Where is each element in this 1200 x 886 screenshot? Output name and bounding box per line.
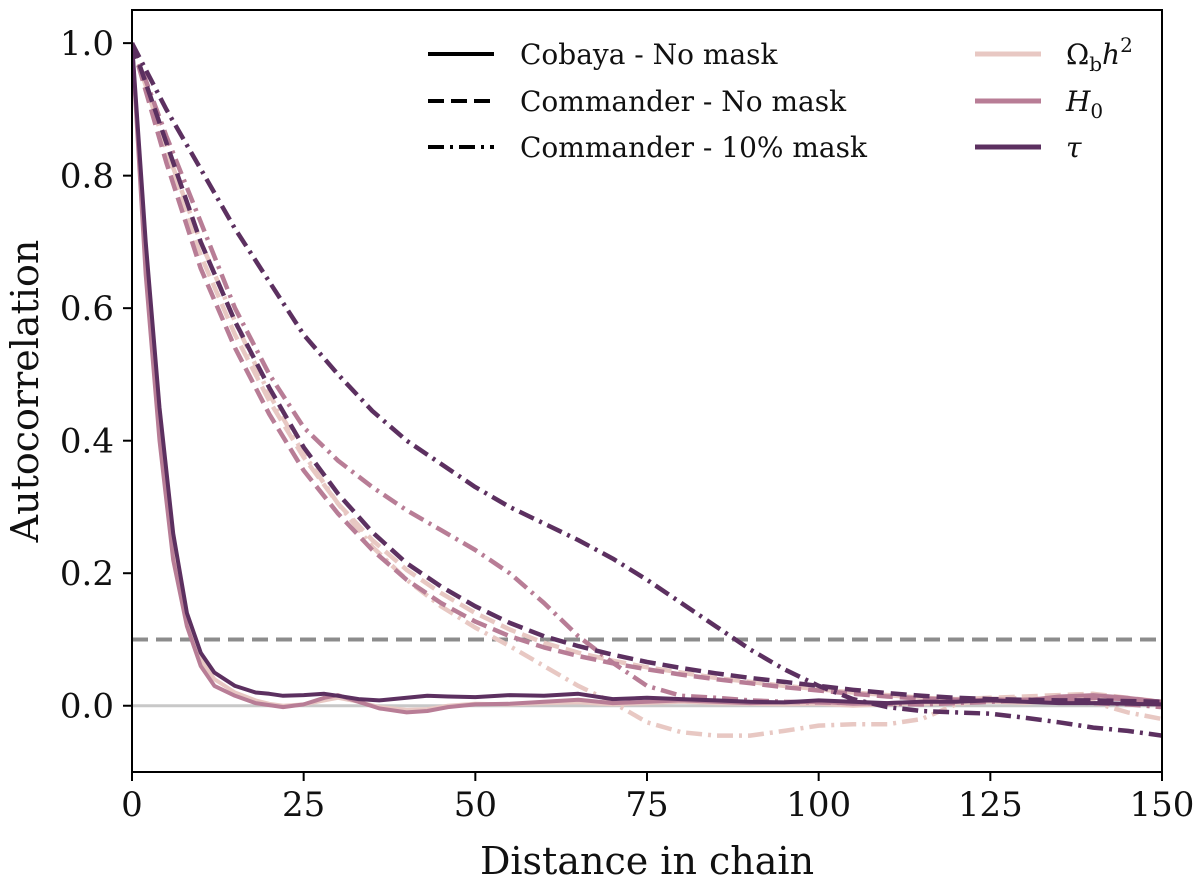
x-tick-label: 150 bbox=[1130, 785, 1195, 825]
x-tick-label: 0 bbox=[121, 785, 143, 825]
y-tick-label: 0.4 bbox=[60, 422, 114, 462]
x-tick-label: 75 bbox=[625, 785, 668, 825]
omega-sub: b bbox=[1089, 52, 1102, 76]
omega-sup: 2 bbox=[1120, 33, 1133, 57]
x-tick-label: 100 bbox=[786, 785, 851, 825]
h0-sub: 0 bbox=[1090, 99, 1103, 123]
legend-label-commander-mask: Commander - 10% mask bbox=[520, 131, 868, 164]
h0-base: H bbox=[1065, 85, 1091, 118]
x-tick-label: 125 bbox=[958, 785, 1023, 825]
legend-label-omega: Ωbh2 bbox=[1066, 33, 1133, 76]
series-line-tau-solid bbox=[132, 42, 1162, 707]
y-tick-label: 1.0 bbox=[60, 24, 114, 64]
legend-line-styles: Cobaya - No mask Commander - No mask Com… bbox=[428, 38, 868, 164]
series-line-omega-dashdot bbox=[132, 42, 1162, 738]
series-line-h0-dashed bbox=[132, 42, 1162, 705]
series-line-tau-dashed bbox=[132, 42, 1162, 705]
axis-ticks: 0 25 50 75 100 125 150 0.0 0.2 0.4 0.6 0.8 1.0 bbox=[60, 24, 1195, 825]
x-tick-label: 25 bbox=[282, 785, 325, 825]
legend-label-tau: τ bbox=[1066, 131, 1082, 164]
legend-parameters: Ωbh2 H0 τ bbox=[975, 33, 1133, 164]
y-tick-label: 0.6 bbox=[60, 289, 114, 329]
legend-label-h0: H0 bbox=[1065, 85, 1103, 123]
plot-frame bbox=[131, 9, 1163, 773]
y-tick-label: 0.0 bbox=[60, 687, 114, 727]
legend-label-commander-nomask: Commander - No mask bbox=[520, 85, 847, 118]
omega-base: Ω bbox=[1066, 38, 1089, 71]
y-tick-label: 0.8 bbox=[60, 157, 114, 197]
legend-label-cobaya: Cobaya - No mask bbox=[520, 38, 779, 71]
omega-h: h bbox=[1102, 38, 1120, 71]
y-axis-label: Autocorrelation bbox=[3, 240, 47, 544]
series-lines bbox=[132, 42, 1162, 738]
y-tick-label: 0.2 bbox=[60, 554, 114, 594]
x-tick-label: 50 bbox=[454, 785, 497, 825]
x-axis-label: Distance in chain bbox=[480, 839, 814, 883]
